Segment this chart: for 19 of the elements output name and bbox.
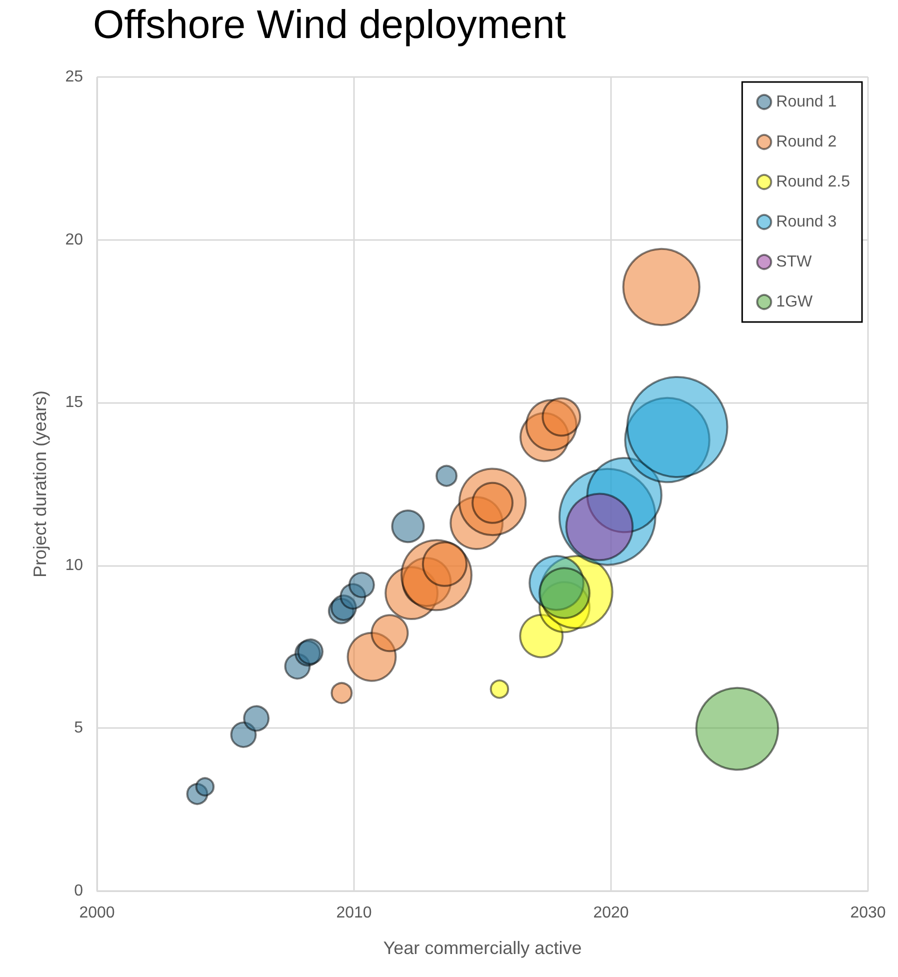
- x-tick-label: 2010: [336, 904, 372, 922]
- x-tick-label: 2030: [850, 904, 886, 922]
- legend-label: STW: [776, 254, 813, 270]
- legend-label: Round 1: [776, 94, 837, 110]
- x-tick-label: 2000: [79, 904, 115, 922]
- x-axis-title: Year commercially active: [383, 938, 582, 958]
- legend-label: Round 2: [776, 134, 837, 150]
- legend-label: Round 2.5: [776, 174, 850, 190]
- y-tick-label: 25: [65, 68, 84, 86]
- legend-label: Round 3: [776, 214, 837, 230]
- y-tick-label: 0: [74, 882, 84, 900]
- y-tick-label: 10: [65, 556, 84, 574]
- y-tick-label: 15: [65, 394, 84, 412]
- chart-title: Offshore Wind deployment: [93, 3, 566, 47]
- y-axis-title: Project duration (years): [30, 390, 50, 578]
- y-tick-label: 5: [74, 720, 84, 737]
- legend-label: 1GW: [776, 294, 814, 310]
- y-tick-label: 20: [65, 231, 84, 248]
- x-tick-label: 2020: [593, 904, 629, 922]
